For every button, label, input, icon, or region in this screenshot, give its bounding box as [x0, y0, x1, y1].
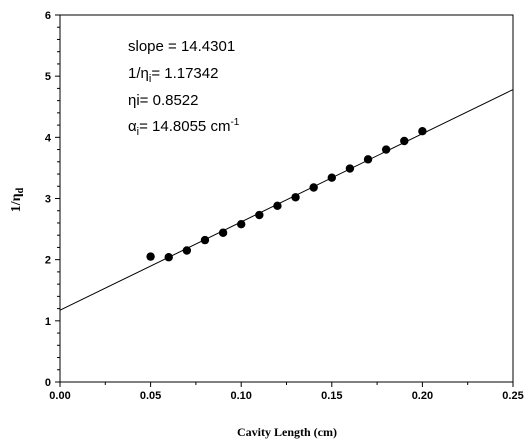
annotation-inverse-eta-prefix: 1/: [128, 65, 141, 82]
data-point: [237, 219, 246, 229]
data-point: [327, 173, 336, 182]
data-point: [146, 252, 155, 261]
data-point: [182, 246, 192, 255]
data-point: [418, 127, 427, 136]
fit-line-layer: [59, 89, 514, 311]
annotation-alpha-value: = 14.8055 cm: [139, 118, 230, 135]
data-point: [291, 193, 300, 202]
y-axis-label-sub: d: [15, 187, 26, 193]
annotation-eta-value: i= 0.8522: [136, 92, 198, 109]
x-axis: 0.00 0.05 0.10 0.15 0.20 0.25: [49, 382, 524, 402]
y-tick-label: 4: [45, 132, 52, 144]
x-tick-label: 0.15: [321, 390, 342, 402]
annotation-alpha-greek: α: [128, 118, 137, 135]
data-point: [255, 210, 264, 220]
y-tick-label: 3: [45, 194, 51, 206]
annotation-inverse-eta-i: 1/ηi= 1.17342: [128, 65, 218, 85]
annotation-alpha-sub: i: [137, 126, 139, 138]
y-axis-label-main: 1/: [9, 200, 24, 212]
y-axis-label: 1/ηd: [9, 187, 26, 212]
data-point: [218, 228, 228, 237]
data-point: [309, 183, 318, 192]
y-axis: 0 1 2 3 4 5 6: [45, 10, 60, 389]
x-tick-label: 0.20: [412, 390, 433, 402]
y-tick-label: 1: [45, 316, 51, 328]
x-tick-label: 0.00: [49, 390, 70, 402]
annotation-inverse-eta-sub: i: [149, 73, 151, 85]
y-tick-label: 2: [45, 255, 51, 267]
fit-line: [59, 89, 514, 311]
data-point: [363, 155, 373, 164]
scatter-points: [146, 127, 427, 262]
data-point: [164, 253, 173, 262]
annotation-inverse-eta-greek: η: [141, 65, 149, 82]
annotation-slope: slope = 14.4301: [128, 38, 235, 55]
data-point: [345, 164, 355, 173]
data-point: [200, 235, 210, 245]
annotation-alpha-sup: -1: [230, 117, 239, 128]
y-tick-label: 5: [45, 71, 51, 83]
x-tick-label: 0.10: [230, 390, 251, 402]
x-axis-label: Cavity Length (cm): [237, 425, 337, 439]
data-point: [273, 201, 282, 211]
annotation-eta-i: ηi= 0.8522: [128, 92, 198, 109]
y-tick-label: 0: [45, 377, 51, 389]
x-tick-label: 0.25: [502, 390, 523, 402]
data-point: [400, 136, 409, 146]
x-tick-label: 0.05: [140, 390, 161, 402]
y-tick-label: 6: [45, 10, 51, 22]
data-point: [381, 145, 391, 154]
annotation-inverse-eta-value: = 1.17342: [151, 65, 218, 82]
annotation-eta-greek: η: [128, 92, 136, 109]
y-axis-label-greek: η: [9, 193, 24, 201]
annotation-alpha-i: αi= 14.8055 cm-1: [128, 117, 240, 138]
